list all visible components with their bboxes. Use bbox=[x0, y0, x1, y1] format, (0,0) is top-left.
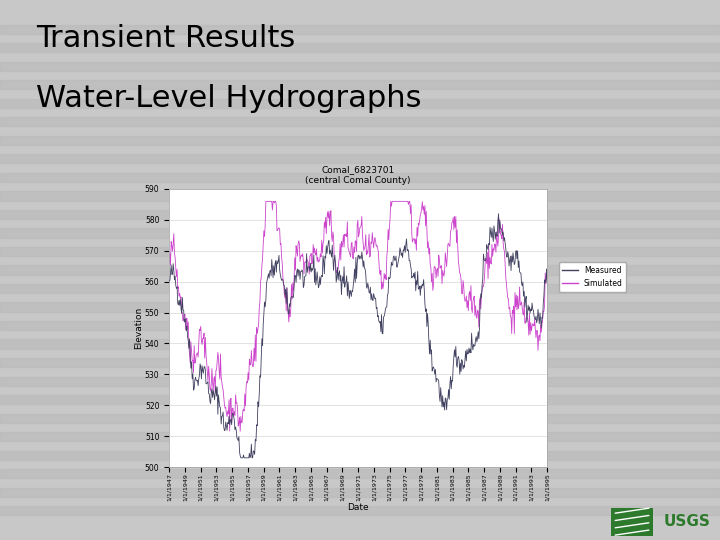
Text: USGS: USGS bbox=[664, 514, 711, 529]
Legend: Measured, Simulated: Measured, Simulated bbox=[559, 262, 626, 292]
Bar bbox=[0, 136, 720, 145]
Bar bbox=[0, 80, 720, 90]
Bar bbox=[0, 265, 720, 275]
Bar bbox=[0, 62, 720, 71]
Bar bbox=[0, 302, 720, 312]
Bar bbox=[0, 210, 720, 219]
Bar bbox=[0, 284, 720, 293]
Y-axis label: Elevation: Elevation bbox=[135, 307, 143, 349]
Bar bbox=[0, 154, 720, 164]
Text: Water-Level Hydrographs: Water-Level Hydrographs bbox=[36, 84, 421, 113]
Bar bbox=[0, 99, 720, 108]
Bar bbox=[0, 376, 720, 386]
Bar bbox=[0, 340, 720, 349]
Text: Transient Results: Transient Results bbox=[36, 24, 295, 53]
Bar bbox=[0, 43, 720, 52]
Bar bbox=[0, 117, 720, 126]
Bar bbox=[0, 432, 720, 441]
Bar bbox=[0, 414, 720, 423]
Bar bbox=[0, 321, 720, 330]
Bar bbox=[0, 450, 720, 460]
Bar bbox=[0, 395, 720, 404]
Bar bbox=[0, 173, 720, 182]
Bar bbox=[0, 488, 720, 497]
Title: Comal_6823701
(central Comal County): Comal_6823701 (central Comal County) bbox=[305, 165, 411, 185]
Bar bbox=[0, 191, 720, 200]
X-axis label: Date: Date bbox=[347, 503, 369, 511]
Bar bbox=[0, 506, 720, 516]
Bar bbox=[0, 247, 720, 256]
Bar bbox=[0, 228, 720, 238]
FancyBboxPatch shape bbox=[611, 508, 652, 536]
Bar bbox=[0, 24, 720, 34]
Bar bbox=[0, 358, 720, 367]
Bar bbox=[0, 469, 720, 478]
